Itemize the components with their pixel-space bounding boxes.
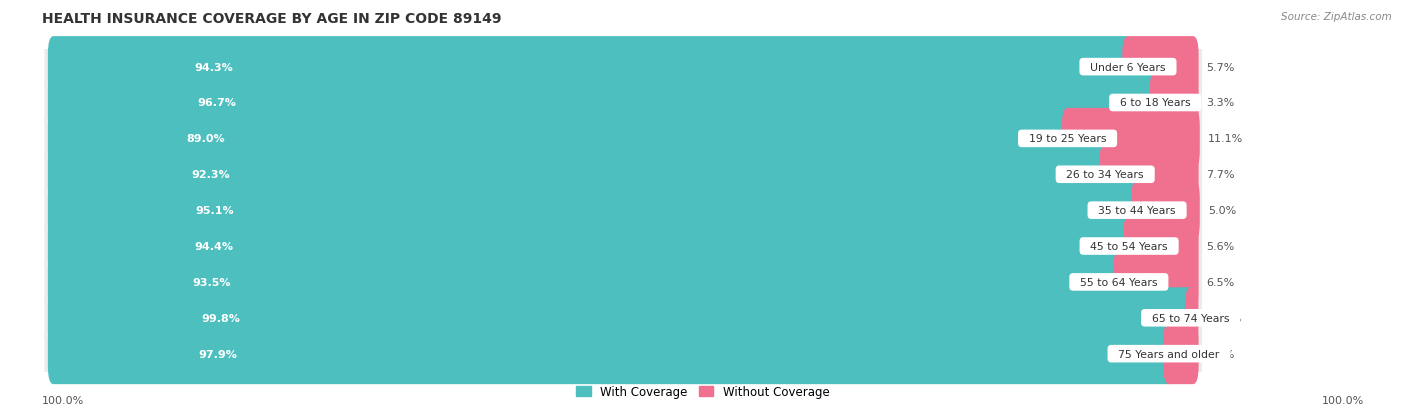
FancyBboxPatch shape	[48, 287, 1197, 349]
Text: 2.1%: 2.1%	[1206, 349, 1234, 359]
Text: 19 to 25 Years: 19 to 25 Years	[1022, 134, 1114, 144]
FancyBboxPatch shape	[48, 216, 1135, 277]
FancyBboxPatch shape	[45, 39, 1202, 96]
Text: 3.3%: 3.3%	[1206, 98, 1234, 108]
Text: 6 to 18 Years: 6 to 18 Years	[1114, 98, 1198, 108]
Text: 45 to 54 Years: 45 to 54 Years	[1084, 242, 1175, 252]
FancyBboxPatch shape	[45, 110, 1202, 168]
Text: 6.5%: 6.5%	[1206, 277, 1234, 287]
Legend: With Coverage, Without Coverage: With Coverage, Without Coverage	[572, 381, 834, 403]
FancyBboxPatch shape	[45, 325, 1202, 382]
Text: 93.5%: 93.5%	[193, 277, 232, 287]
FancyBboxPatch shape	[48, 323, 1174, 384]
Text: 100.0%: 100.0%	[42, 395, 84, 405]
Text: 5.6%: 5.6%	[1206, 242, 1234, 252]
FancyBboxPatch shape	[1122, 37, 1198, 98]
FancyBboxPatch shape	[48, 145, 1111, 205]
FancyBboxPatch shape	[45, 290, 1202, 347]
Text: 96.7%: 96.7%	[197, 98, 236, 108]
Text: 0.18%: 0.18%	[1206, 313, 1241, 323]
Text: 26 to 34 Years: 26 to 34 Years	[1060, 170, 1152, 180]
FancyBboxPatch shape	[48, 73, 1161, 134]
Text: 11.1%: 11.1%	[1208, 134, 1243, 144]
Text: Source: ZipAtlas.com: Source: ZipAtlas.com	[1281, 12, 1392, 22]
Text: 89.0%: 89.0%	[187, 134, 225, 144]
Text: 97.9%: 97.9%	[198, 349, 238, 359]
FancyBboxPatch shape	[1123, 216, 1198, 277]
FancyBboxPatch shape	[1163, 323, 1198, 384]
FancyBboxPatch shape	[1099, 145, 1198, 205]
FancyBboxPatch shape	[1132, 180, 1199, 241]
FancyBboxPatch shape	[45, 254, 1202, 311]
Text: 92.3%: 92.3%	[191, 170, 229, 180]
FancyBboxPatch shape	[45, 75, 1202, 132]
Text: 5.7%: 5.7%	[1206, 62, 1234, 72]
Text: 35 to 44 Years: 35 to 44 Years	[1091, 206, 1182, 216]
FancyBboxPatch shape	[45, 182, 1202, 239]
FancyBboxPatch shape	[1062, 109, 1199, 169]
Text: 95.1%: 95.1%	[195, 206, 233, 216]
Text: 65 to 74 Years: 65 to 74 Years	[1144, 313, 1236, 323]
Text: 55 to 64 Years: 55 to 64 Years	[1073, 277, 1164, 287]
FancyBboxPatch shape	[45, 218, 1202, 275]
Text: 99.8%: 99.8%	[201, 313, 240, 323]
Text: 94.3%: 94.3%	[194, 62, 232, 72]
FancyBboxPatch shape	[45, 146, 1202, 204]
Text: 94.4%: 94.4%	[194, 242, 233, 252]
FancyBboxPatch shape	[1185, 287, 1198, 349]
Text: 5.0%: 5.0%	[1208, 206, 1236, 216]
Text: Under 6 Years: Under 6 Years	[1083, 62, 1173, 72]
FancyBboxPatch shape	[48, 37, 1133, 98]
FancyBboxPatch shape	[1114, 252, 1198, 313]
FancyBboxPatch shape	[1150, 73, 1198, 134]
Text: 75 Years and older: 75 Years and older	[1111, 349, 1226, 359]
FancyBboxPatch shape	[48, 252, 1125, 313]
FancyBboxPatch shape	[48, 180, 1143, 241]
Text: 7.7%: 7.7%	[1206, 170, 1234, 180]
Text: 100.0%: 100.0%	[1322, 395, 1364, 405]
Text: HEALTH INSURANCE COVERAGE BY AGE IN ZIP CODE 89149: HEALTH INSURANCE COVERAGE BY AGE IN ZIP …	[42, 12, 502, 26]
FancyBboxPatch shape	[48, 109, 1073, 169]
